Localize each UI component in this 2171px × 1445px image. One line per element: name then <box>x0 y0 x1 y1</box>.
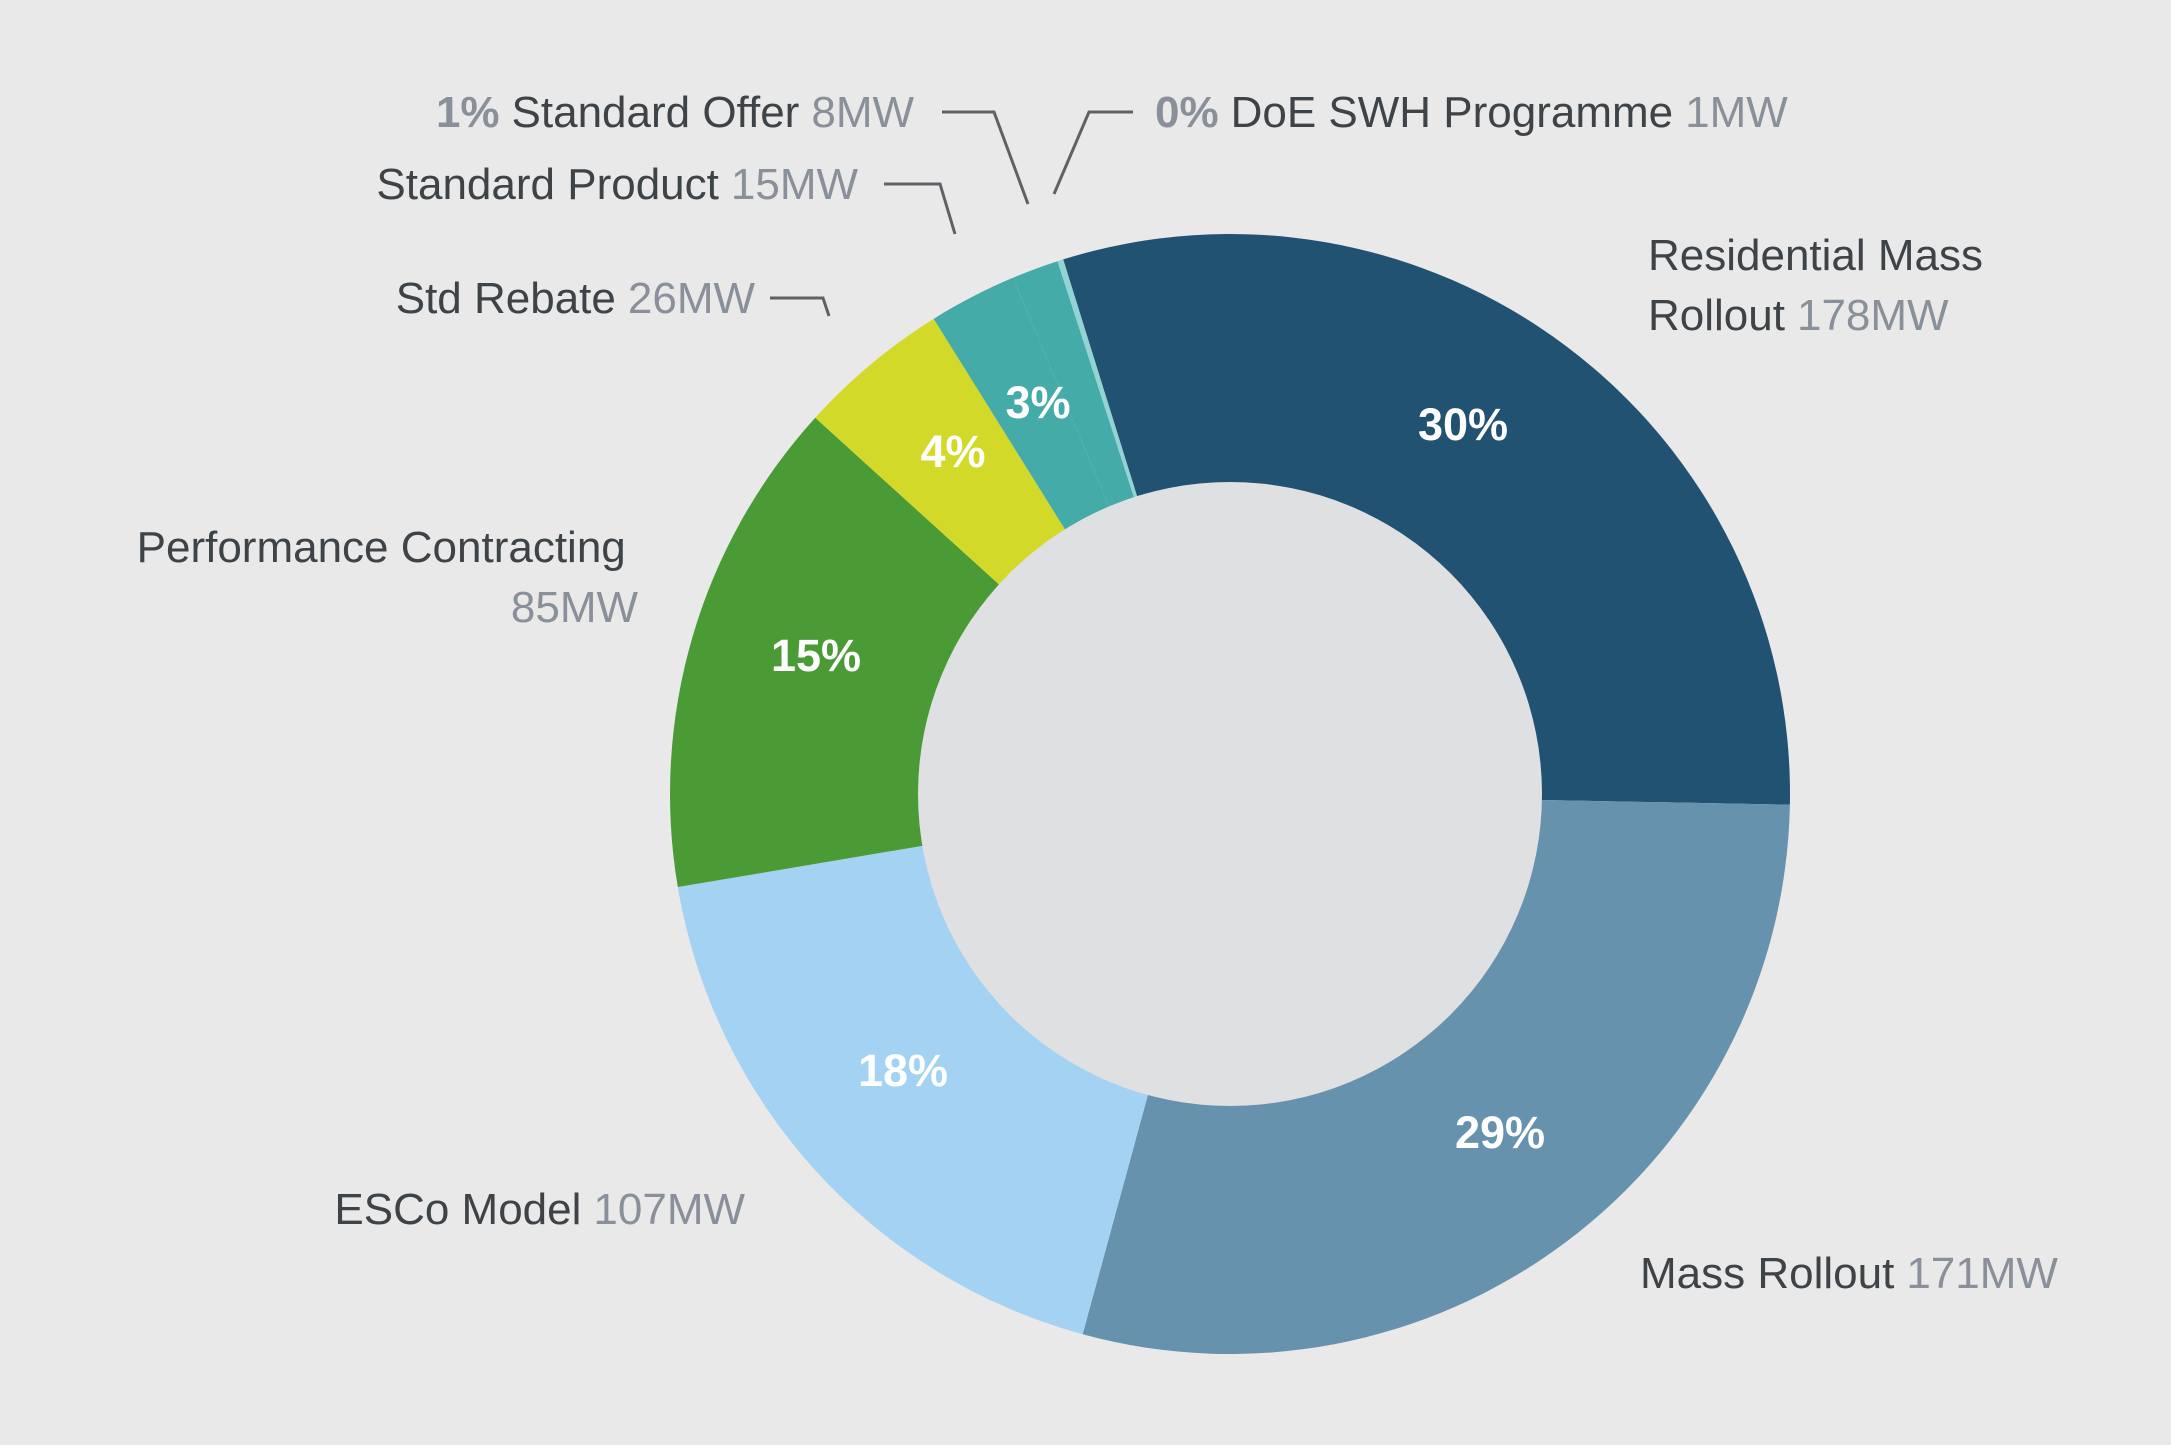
pct-label-mass-rollout: 29% <box>1455 1107 1545 1158</box>
label-std-rebate: Std Rebate 26MW <box>396 274 756 323</box>
label-mw-standard-product: 15MW <box>731 160 859 209</box>
donut-hole <box>918 482 1542 1106</box>
label-standard-offer: 1% Standard Offer 8MW <box>436 88 915 137</box>
label-name-residential-mass-rollout-line1: Residential Mass <box>1648 231 1983 280</box>
label-name-mass-rollout: Mass Rollout <box>1640 1249 1894 1298</box>
leader-line-standard-product <box>884 182 957 235</box>
label-mass-rollout: Mass Rollout 171MW <box>1640 1249 2058 1298</box>
label-name-esco-model: ESCo Model <box>334 1185 581 1234</box>
pct-label-standard-product: 3% <box>1005 377 1070 428</box>
pct-label-performance-contracting: 15% <box>771 630 861 681</box>
label-mw-standard-offer: 8MW <box>811 88 914 137</box>
label-mw-esco-model: 107MW <box>593 1185 745 1234</box>
label-doe-swh-programme: 0% DoE SWH Programme 1MW <box>1155 88 1788 137</box>
label-name-doe-swh-programme: DoE SWH Programme <box>1231 88 1674 137</box>
label-residential-mass-rollout: Residential Mass Rollout 178MW <box>1648 231 1995 340</box>
label-name-standard-offer: Standard Offer <box>512 88 800 137</box>
label-mw-doe-swh-programme: 1MW <box>1685 88 1788 137</box>
pct-label-std-rebate: 4% <box>920 426 985 477</box>
label-performance-contracting: Performance Contracting 85MW <box>137 523 639 632</box>
label-standard-product: Standard Product 15MW <box>376 160 858 209</box>
label-esco-model: ESCo Model 107MW <box>334 1185 745 1234</box>
pct-label-residential-mass-rollout: 30% <box>1418 399 1508 450</box>
leader-line-doe-swh-programme <box>1052 110 1133 195</box>
label-name-residential-mass-rollout-line2: Rollout <box>1648 291 1785 340</box>
label-name-performance-contracting: Performance Contracting <box>137 523 626 572</box>
leader-line-standard-offer <box>942 110 1030 205</box>
label-mw-performance-contracting: 85MW <box>511 583 639 632</box>
label-mw-residential-mass-rollout: 178MW <box>1797 291 1949 340</box>
leader-line-std-rebate <box>770 296 831 317</box>
label-pct-doe-swh-programme: 0% <box>1155 88 1219 137</box>
pct-label-esco-model: 18% <box>858 1045 948 1096</box>
label-mw-std-rebate: 26MW <box>628 274 756 323</box>
label-name-std-rebate: Std Rebate <box>396 274 616 323</box>
label-pct-standard-offer: 1% <box>436 88 500 137</box>
label-mw-mass-rollout: 171MW <box>1906 1249 2058 1298</box>
label-name-standard-product: Standard Product <box>376 160 718 209</box>
